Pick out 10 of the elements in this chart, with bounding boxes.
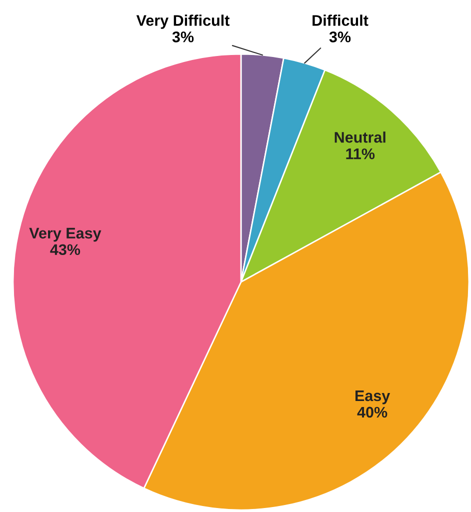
slice-label: Very Difficult — [136, 14, 230, 29]
data-label: 3% — [172, 32, 194, 42]
slice-label: Easy — [355, 390, 390, 404]
data-label: 3% — [329, 32, 351, 42]
data-label: 11% — [346, 148, 375, 160]
slice-label: Neutral — [334, 132, 386, 143]
slice-label: Difficult — [312, 14, 368, 26]
data-label: 43% — [50, 244, 80, 256]
slice-label: Very Easy — [29, 228, 102, 242]
data-label: 40% — [357, 406, 388, 418]
